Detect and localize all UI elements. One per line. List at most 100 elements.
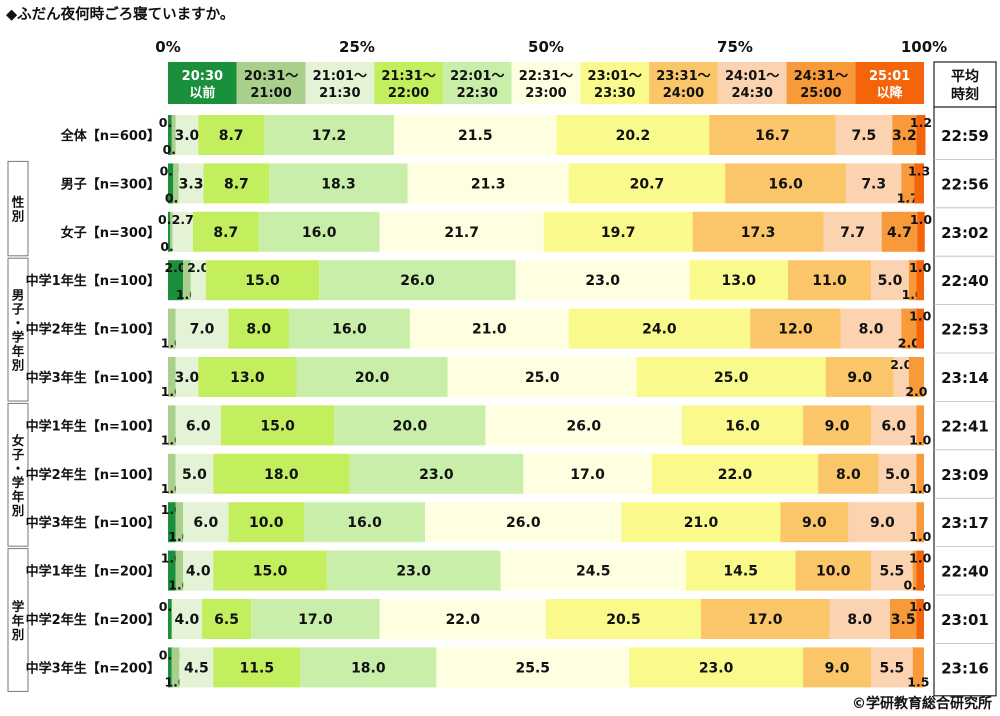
data-label-small: 1.0 (909, 432, 931, 447)
bar-segment (908, 357, 924, 397)
bar-segment (326, 550, 501, 591)
data-label: 9.0 (847, 370, 872, 386)
data-label-small: 2.0 (898, 336, 920, 351)
data-label-small: 2.0 (164, 260, 186, 275)
data-label-small: 2.0 (890, 357, 912, 372)
group-label-char: ・ (12, 316, 25, 331)
avg-time-value: 23:14 (941, 369, 989, 387)
data-label: 5.5 (879, 564, 904, 580)
row-label: 中学2年生【n=200】 (26, 612, 160, 628)
avg-time-value: 22:40 (941, 272, 989, 290)
group-label-char: 別 (11, 358, 25, 373)
data-label: 15.0 (260, 418, 295, 434)
data-label: 16.0 (332, 322, 367, 338)
bar-segment (175, 405, 221, 446)
data-label: 22.0 (718, 467, 753, 483)
row-label: 中学1年生【n=100】 (26, 273, 160, 289)
bar-segment (407, 163, 569, 204)
data-label: 19.7 (601, 225, 636, 241)
data-label: 7.5 (851, 128, 876, 144)
data-label: 21.0 (684, 515, 719, 531)
group-label-char: 別 (11, 503, 25, 518)
data-label: 9.0 (825, 660, 850, 676)
legend-label-sub: 22:00 (388, 86, 429, 101)
data-label: 17.3 (741, 225, 776, 241)
data-label: 5.0 (182, 467, 207, 483)
data-label: 13.0 (722, 273, 757, 289)
x-tick-label: 25% (339, 38, 375, 56)
bar-segment (787, 260, 872, 301)
bar-segment (916, 308, 924, 349)
bar-segment (300, 647, 437, 688)
data-label: 11.5 (240, 660, 275, 676)
data-label-small: 1.0 (909, 260, 931, 275)
data-label: 5.0 (878, 273, 903, 289)
bar-segment (228, 308, 289, 349)
bar-segment (916, 599, 924, 639)
bar-segment (175, 357, 199, 397)
bar-segment (908, 260, 917, 301)
legend-label-time: 23:31〜 (656, 69, 710, 84)
bar-segment (682, 405, 804, 446)
data-label: 5.5 (879, 660, 904, 676)
bar-segment (916, 260, 924, 301)
group-label-char: 女 (12, 433, 25, 448)
avg-column-frame (933, 61, 997, 697)
legend-label-time: 24:31〜 (794, 69, 848, 84)
bar-segment (168, 260, 184, 301)
legend-label-time: 21:31〜 (381, 69, 435, 84)
group-box (7, 548, 29, 692)
bar-segment (173, 163, 179, 204)
legend-swatch (717, 62, 787, 104)
bar-segment (190, 260, 206, 301)
bar-segment (556, 115, 710, 155)
data-label: 9.0 (825, 418, 850, 434)
bar-segment (500, 550, 686, 591)
data-label: 20.2 (616, 128, 651, 144)
avg-time-value: 23:09 (941, 466, 989, 484)
legend-label-sub: 23:30 (594, 86, 635, 101)
row-label: 男子【n=300】 (61, 176, 160, 192)
bar-segment (892, 115, 917, 155)
x-tick-label: 50% (528, 38, 564, 56)
data-label: 8.7 (224, 176, 249, 192)
x-tick-label: 0% (155, 38, 180, 56)
legend-label-sub: 21:00 (250, 86, 291, 101)
bar-segment (175, 308, 229, 349)
group-box (7, 257, 29, 402)
data-label-small: 1.0 (909, 309, 931, 324)
bar-segment (700, 599, 830, 639)
group-label-char: 年 (12, 613, 25, 628)
data-label: 3.0 (174, 128, 199, 144)
group-label-char: 年 (12, 489, 25, 504)
legend-label-time: 20:30 (182, 69, 223, 84)
row-label: 中学2年生【n=100】 (26, 322, 160, 338)
data-label: 26.0 (400, 273, 435, 289)
data-label: 23.0 (396, 564, 431, 580)
legend-label-sub: 24:00 (663, 86, 704, 101)
bar-segment (725, 163, 847, 204)
data-label: 4.5 (184, 660, 209, 676)
group-label-char: 子 (12, 302, 25, 317)
bar-segment (171, 115, 176, 155)
bar-segment (823, 211, 882, 252)
data-label: 20.7 (630, 176, 665, 192)
data-label: 11.0 (812, 273, 847, 289)
data-label: 6.0 (881, 418, 906, 434)
bar-segment (213, 647, 301, 688)
bar-segment (840, 308, 902, 349)
legend-label-time: 23:01〜 (588, 69, 642, 84)
data-label: 16.0 (302, 225, 337, 241)
bar-segment (709, 115, 836, 155)
bar-segment (893, 357, 909, 397)
group-label-char: 学 (12, 475, 25, 490)
legend-label-sub: 25:00 (800, 86, 841, 101)
bar-segment (829, 599, 890, 639)
bar-segment (750, 308, 841, 349)
data-label: 7.0 (190, 322, 215, 338)
data-label: 24.0 (642, 322, 677, 338)
data-label: 8.0 (246, 322, 271, 338)
bar-segment (871, 550, 913, 591)
data-label: 25.5 (515, 660, 550, 676)
